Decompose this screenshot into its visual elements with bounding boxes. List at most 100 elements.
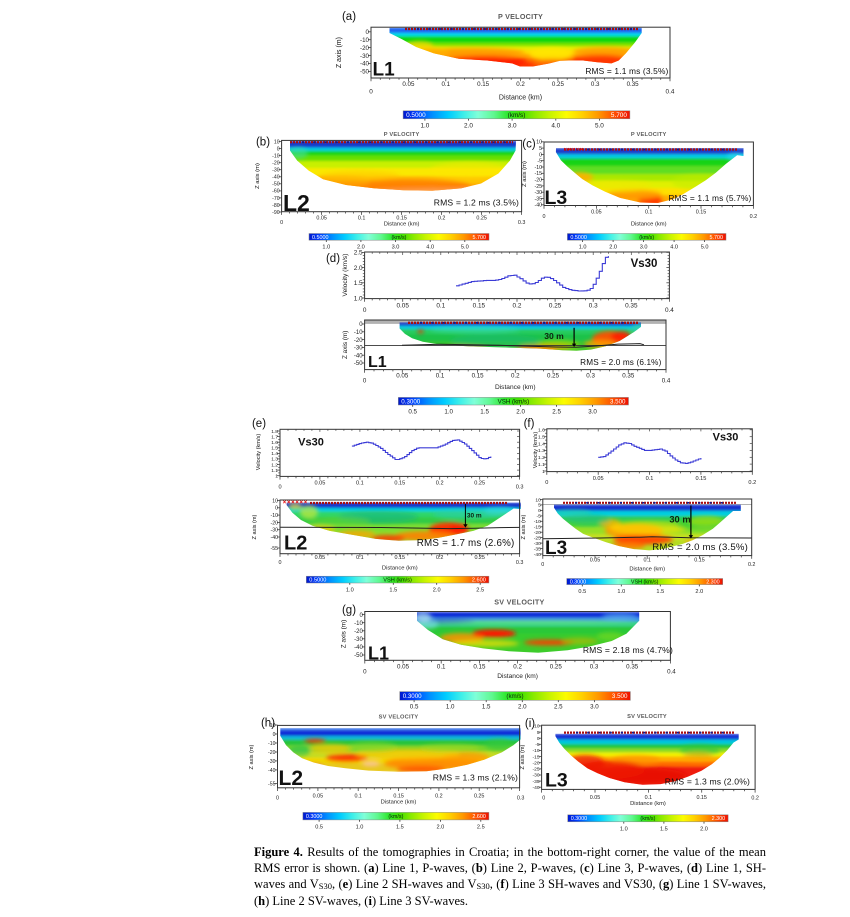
- svg-text:L3: L3: [545, 538, 567, 559]
- svg-text:0.4: 0.4: [662, 378, 671, 385]
- svg-text:-20: -20: [271, 520, 279, 526]
- svg-text:-40: -40: [354, 645, 363, 651]
- svg-text:0.1: 0.1: [356, 481, 364, 487]
- svg-text:0: 0: [277, 146, 280, 152]
- svg-text:0.2: 0.2: [513, 664, 522, 671]
- svg-text:0.15: 0.15: [396, 216, 407, 222]
- svg-text:0.15: 0.15: [394, 481, 405, 487]
- svg-text:-50: -50: [354, 361, 363, 367]
- svg-text:L2: L2: [284, 533, 307, 555]
- svg-text:10: 10: [272, 498, 278, 504]
- svg-text:4.0: 4.0: [426, 245, 434, 251]
- svg-text:0.25: 0.25: [474, 555, 485, 561]
- svg-text:-35: -35: [535, 196, 543, 202]
- svg-text:2.0: 2.0: [609, 245, 617, 251]
- svg-text:0.05: 0.05: [396, 303, 409, 310]
- svg-text:Z axis (m): Z axis (m): [342, 331, 349, 359]
- svg-text:RMS = 1.3 ms (2.0%): RMS = 1.3 ms (2.0%): [665, 777, 750, 787]
- svg-text:1.0: 1.0: [354, 295, 363, 302]
- svg-text:30 m: 30 m: [467, 513, 482, 520]
- svg-text:0.15: 0.15: [393, 793, 404, 799]
- svg-text:0: 0: [359, 613, 363, 619]
- svg-text:5.0: 5.0: [701, 245, 709, 251]
- svg-text:RMS = 2.0 ms (6.1%): RMS = 2.0 ms (6.1%): [580, 358, 661, 367]
- svg-text:P VELOCITY: P VELOCITY: [384, 132, 420, 138]
- svg-text:0.05: 0.05: [314, 481, 325, 487]
- svg-text:0.1: 0.1: [643, 557, 651, 563]
- svg-text:×: ×: [287, 500, 291, 506]
- svg-text:2.0: 2.0: [695, 589, 703, 595]
- svg-text:-90: -90: [272, 210, 280, 216]
- svg-text:-50: -50: [354, 653, 363, 659]
- svg-text:L1: L1: [368, 354, 387, 371]
- svg-text:0.15: 0.15: [695, 476, 706, 482]
- svg-text:0.3: 0.3: [518, 220, 526, 226]
- svg-text:0.1: 0.1: [645, 210, 653, 216]
- svg-text:P VELOCITY: P VELOCITY: [631, 132, 667, 138]
- svg-text:-25: -25: [535, 184, 543, 190]
- svg-text:L2: L2: [279, 767, 304, 790]
- svg-text:0: 0: [366, 29, 370, 36]
- svg-text:×: ×: [568, 147, 571, 153]
- svg-text:-10: -10: [533, 748, 540, 754]
- svg-text:-40: -40: [535, 203, 543, 209]
- svg-text:0.05: 0.05: [313, 793, 324, 799]
- svg-text:0.15: 0.15: [477, 81, 490, 88]
- svg-text:1.0: 1.0: [620, 827, 628, 833]
- svg-text:L3: L3: [545, 769, 568, 791]
- svg-text:0: 0: [369, 89, 373, 96]
- svg-text:0.2: 0.2: [438, 216, 446, 222]
- svg-text:0.1: 0.1: [358, 216, 366, 222]
- svg-text:0.5000: 0.5000: [406, 112, 426, 119]
- svg-text:0.05: 0.05: [402, 81, 415, 88]
- svg-text:3.0: 3.0: [640, 245, 648, 251]
- svg-text:Distance (km): Distance (km): [629, 567, 665, 573]
- svg-text:0.1: 0.1: [646, 476, 654, 482]
- svg-text:-15: -15: [534, 525, 541, 531]
- svg-text:0.3: 0.3: [590, 664, 599, 671]
- svg-text:-20: -20: [360, 45, 370, 52]
- svg-text:(km/s): (km/s): [508, 112, 526, 119]
- svg-text:0.35: 0.35: [625, 303, 638, 310]
- svg-text:(f): (f): [524, 418, 535, 430]
- svg-text:0.5000: 0.5000: [309, 578, 326, 584]
- svg-text:2.600: 2.600: [472, 578, 486, 584]
- svg-text:1.8: 1.8: [271, 429, 278, 435]
- svg-text:SV VELOCITY: SV VELOCITY: [494, 598, 544, 607]
- svg-text:1.0: 1.0: [444, 409, 453, 416]
- svg-text:4.0: 4.0: [670, 245, 678, 251]
- svg-text:0.25: 0.25: [549, 303, 562, 310]
- svg-text:5.0: 5.0: [461, 245, 469, 251]
- svg-text:0.25: 0.25: [550, 664, 563, 671]
- svg-text:0.3: 0.3: [589, 303, 598, 310]
- svg-text:0.15: 0.15: [472, 373, 485, 380]
- svg-text:5: 5: [539, 146, 542, 152]
- svg-text:4.0: 4.0: [551, 123, 560, 130]
- svg-text:-30: -30: [360, 53, 370, 60]
- svg-text:RMS = 2.0 ms (3.5%): RMS = 2.0 ms (3.5%): [652, 542, 748, 553]
- svg-text:1.5: 1.5: [656, 589, 664, 595]
- svg-text:0.3000: 0.3000: [401, 398, 420, 405]
- svg-text:-30: -30: [271, 528, 279, 534]
- svg-text:2.0: 2.0: [357, 245, 365, 251]
- svg-text:Velocity (km/s): Velocity (km/s): [533, 432, 539, 469]
- svg-text:-20: -20: [272, 161, 280, 167]
- svg-text:30 m: 30 m: [544, 331, 564, 341]
- svg-text:RMS = 1.1 ms (3.5%): RMS = 1.1 ms (3.5%): [585, 66, 668, 76]
- svg-text:2.0: 2.0: [437, 825, 445, 831]
- svg-text:L1: L1: [368, 644, 389, 664]
- svg-text:0.2: 0.2: [751, 796, 759, 802]
- svg-text:VSH (km/s): VSH (km/s): [383, 578, 412, 584]
- svg-text:0.2: 0.2: [748, 480, 756, 486]
- svg-text:0.3000: 0.3000: [306, 814, 323, 820]
- svg-text:Velocity (km/s): Velocity (km/s): [256, 434, 262, 471]
- svg-text:(g): (g): [342, 605, 356, 617]
- svg-text:0.1: 0.1: [436, 303, 445, 310]
- svg-text:0: 0: [543, 214, 546, 220]
- svg-text:0: 0: [359, 322, 363, 328]
- svg-text:Vs30: Vs30: [298, 437, 324, 449]
- svg-text:10: 10: [535, 497, 541, 503]
- svg-text:1: 1: [275, 474, 278, 480]
- svg-text:-10: -10: [354, 621, 363, 627]
- svg-text:Z axis (m): Z axis (m): [341, 620, 348, 648]
